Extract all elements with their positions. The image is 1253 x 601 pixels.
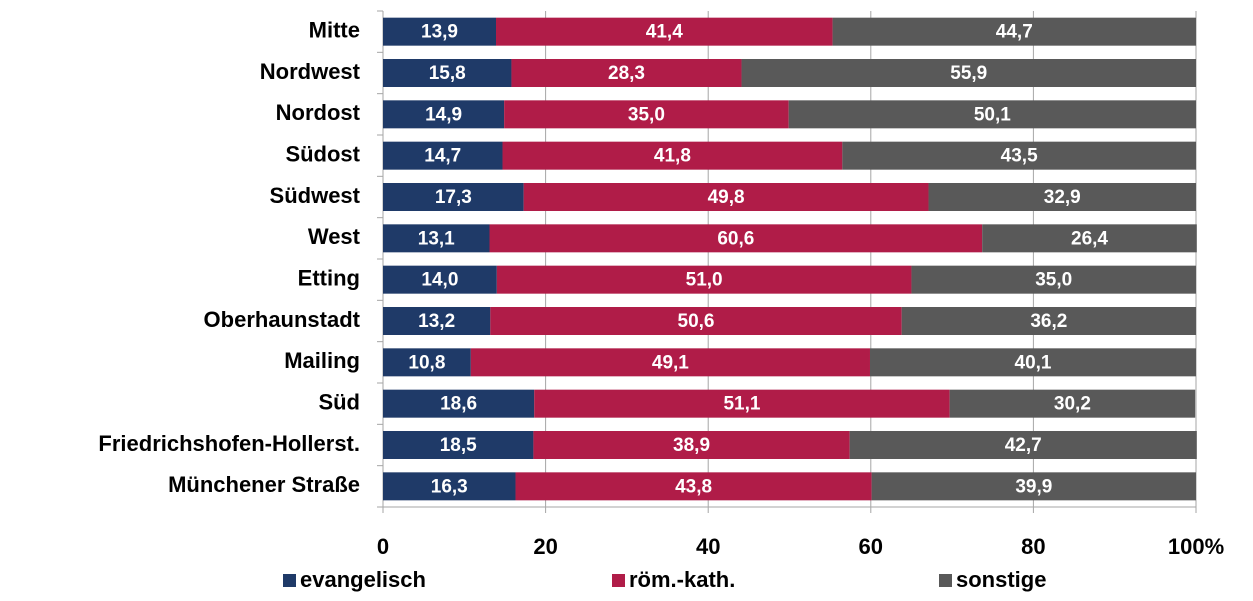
bar-segment [490, 307, 902, 335]
bar-segment [911, 265, 1196, 294]
bar-segment [832, 17, 1196, 46]
legend-swatch [612, 574, 625, 587]
bar-segment [383, 307, 491, 335]
bar-segment [383, 431, 534, 459]
value-label: 38,9 [673, 435, 710, 456]
y-tick-label: Mitte [309, 17, 360, 42]
legend-swatch [283, 574, 296, 587]
value-label: 26,4 [1071, 228, 1108, 249]
y-tick-label: Südwest [270, 183, 361, 208]
value-label: 43,8 [675, 476, 712, 497]
y-tick-label: Münchener Straße [168, 472, 360, 497]
bar-segment [383, 389, 535, 418]
bar-segment [383, 59, 512, 87]
y-tick-label: Nordwest [260, 59, 361, 84]
value-label: 10,8 [408, 352, 445, 373]
bar-segment [383, 141, 503, 170]
bar-segment [383, 472, 516, 501]
x-tick-label: 20 [533, 534, 557, 559]
value-label: 17,3 [435, 187, 472, 208]
x-tick-label: 80 [1021, 534, 1045, 559]
legend-swatch [939, 574, 952, 587]
value-label: 28,3 [608, 63, 645, 84]
bar-segment [383, 17, 497, 46]
bar-segment [502, 141, 843, 170]
value-label: 15,8 [429, 63, 466, 84]
y-tick-label: Nordost [276, 100, 361, 125]
value-label: 36,2 [1030, 311, 1067, 332]
bar-segment [515, 472, 872, 501]
y-tick-label: Südost [285, 141, 360, 166]
y-tick-label: Etting [298, 265, 360, 290]
y-tick-label: West [308, 224, 361, 249]
bar-segment [383, 265, 497, 294]
value-label: 55,9 [950, 63, 987, 84]
legend-label: sonstige [956, 567, 1046, 592]
value-label: 49,1 [652, 352, 689, 373]
value-label: 41,8 [654, 146, 691, 167]
value-label: 18,6 [440, 394, 477, 415]
x-tick-label: 40 [696, 534, 720, 559]
x-tick-label: 100% [1168, 534, 1224, 559]
bar-segment [534, 389, 950, 418]
value-label: 44,7 [996, 22, 1033, 43]
bar-segment [470, 348, 870, 377]
value-label: 50,1 [974, 104, 1011, 125]
value-label: 16,3 [431, 476, 468, 497]
value-label: 50,6 [678, 311, 715, 332]
y-tick-label: Oberhaunstadt [204, 307, 361, 332]
bar-segment [504, 100, 789, 129]
bar-segment [842, 141, 1196, 170]
value-label: 40,1 [1015, 352, 1052, 373]
value-label: 35,0 [1035, 270, 1072, 291]
bar-segment [511, 59, 742, 87]
value-label: 14,0 [421, 270, 458, 291]
value-label: 41,4 [646, 22, 683, 43]
value-label: 13,9 [421, 22, 458, 43]
value-label: 18,5 [440, 435, 477, 456]
bar-segment [788, 100, 1196, 129]
bar-segment [383, 100, 505, 129]
bar-segment [871, 472, 1196, 501]
bar-segment [928, 183, 1196, 211]
value-label: 43,5 [1001, 146, 1038, 167]
value-label: 51,1 [723, 394, 760, 415]
bar-segment [901, 307, 1196, 335]
bar-segment [383, 183, 524, 211]
y-tick-label: Friedrichshofen-Hollerst. [98, 431, 360, 456]
bar-segment [496, 265, 912, 294]
value-label: 13,2 [418, 311, 455, 332]
value-label: 49,8 [708, 187, 745, 208]
value-label: 14,7 [424, 146, 461, 167]
legend-label: röm.-kath. [629, 567, 735, 592]
value-label: 30,2 [1054, 394, 1091, 415]
x-tick-label: 60 [859, 534, 883, 559]
y-tick-label: Süd [318, 389, 360, 414]
bar-segment [533, 431, 850, 459]
bar-segment [383, 224, 490, 253]
x-tick-label: 0 [377, 534, 389, 559]
value-label: 13,1 [418, 228, 455, 249]
bar-segment [489, 224, 983, 253]
bar-segment [869, 348, 1196, 377]
bar-segment [849, 431, 1197, 459]
value-label: 42,7 [1005, 435, 1042, 456]
value-label: 35,0 [628, 104, 665, 125]
value-label: 39,9 [1015, 476, 1052, 497]
bar-segment [523, 183, 929, 211]
value-label: 14,9 [425, 104, 462, 125]
legend-label: evangelisch [300, 567, 426, 592]
value-label: 32,9 [1044, 187, 1081, 208]
value-label: 60,6 [717, 228, 754, 249]
bar-segment [949, 389, 1196, 418]
bar-segment [982, 224, 1197, 253]
value-label: 51,0 [686, 270, 723, 291]
bar-segment [383, 348, 471, 377]
bar-segment [496, 17, 833, 46]
y-tick-label: Mailing [284, 348, 360, 373]
bar-segment [741, 59, 1196, 87]
